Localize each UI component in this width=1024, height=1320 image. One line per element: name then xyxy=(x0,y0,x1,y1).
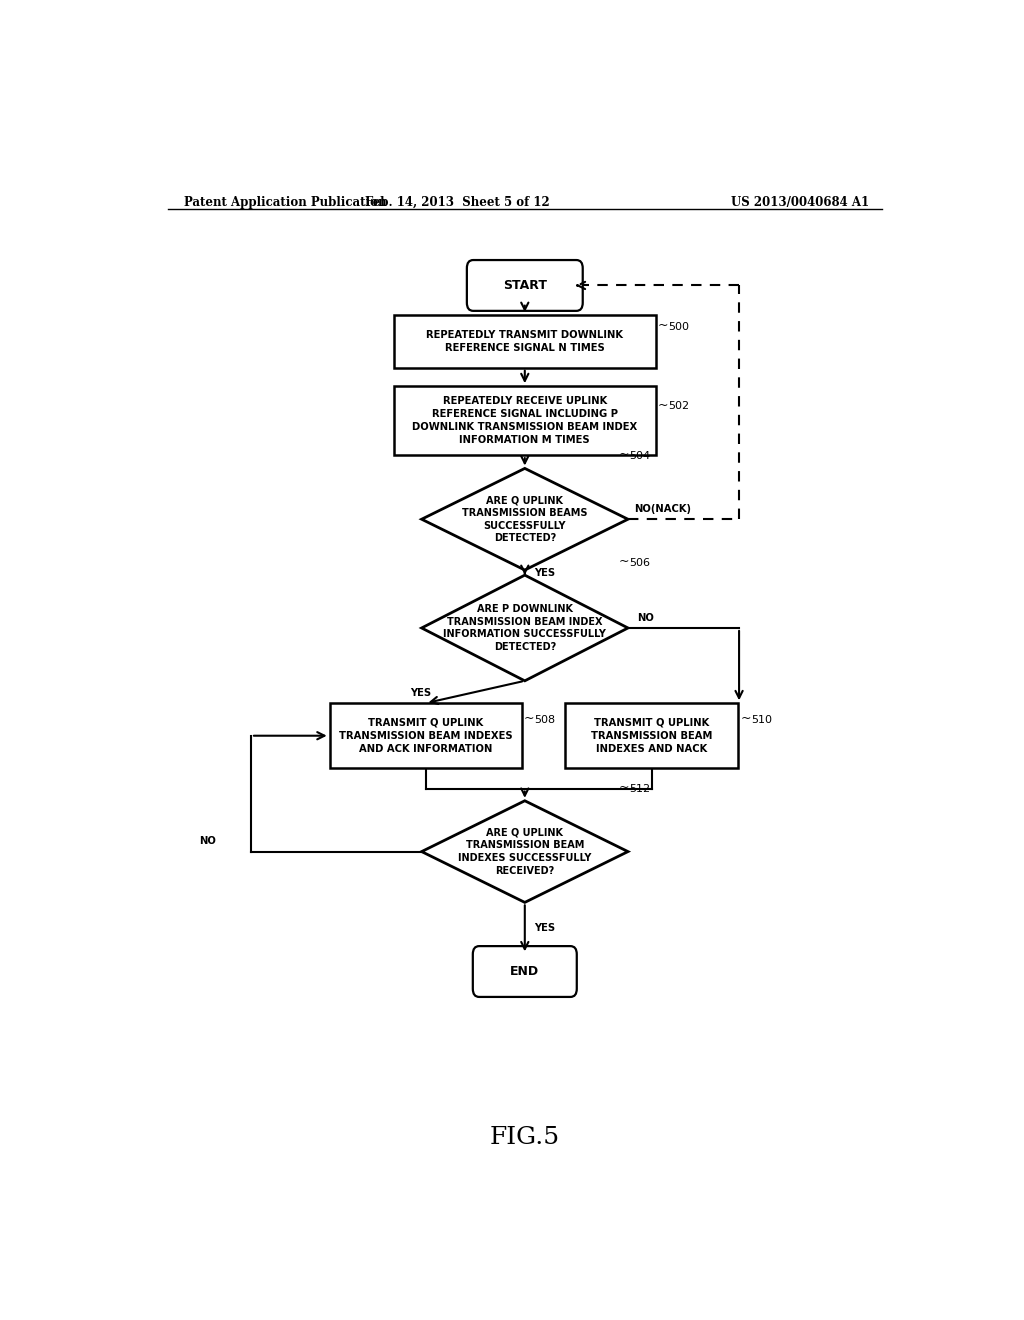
Text: ARE Q UPLINK
TRANSMISSION BEAM
INDEXES SUCCESSFULLY
RECEIVED?: ARE Q UPLINK TRANSMISSION BEAM INDEXES S… xyxy=(458,828,592,875)
Text: 504: 504 xyxy=(629,451,650,461)
Bar xyxy=(394,315,655,368)
Text: ARE P DOWNLINK
TRANSMISSION BEAM INDEX
INFORMATION SUCCESSFULLY
DETECTED?: ARE P DOWNLINK TRANSMISSION BEAM INDEX I… xyxy=(443,603,606,652)
Text: 500: 500 xyxy=(669,322,689,333)
Text: 510: 510 xyxy=(751,714,772,725)
Text: YES: YES xyxy=(535,923,555,933)
Text: ARE Q UPLINK
TRANSMISSION BEAMS
SUCCESSFULLY
DETECTED?: ARE Q UPLINK TRANSMISSION BEAMS SUCCESSF… xyxy=(462,495,588,544)
Text: ~: ~ xyxy=(658,399,669,412)
Text: START: START xyxy=(503,279,547,292)
Text: ~: ~ xyxy=(740,711,752,725)
FancyBboxPatch shape xyxy=(473,946,577,997)
Text: ~: ~ xyxy=(618,780,629,793)
Text: TRANSMIT Q UPLINK
TRANSMISSION BEAM INDEXES
AND ACK INFORMATION: TRANSMIT Q UPLINK TRANSMISSION BEAM INDE… xyxy=(339,718,512,754)
Bar xyxy=(394,385,655,455)
Text: ~: ~ xyxy=(658,319,669,333)
Text: TRANSMIT Q UPLINK
TRANSMISSION BEAM
INDEXES AND NACK: TRANSMIT Q UPLINK TRANSMISSION BEAM INDE… xyxy=(591,718,713,754)
FancyBboxPatch shape xyxy=(467,260,583,312)
Text: REPEATEDLY RECEIVE UPLINK
REFERENCE SIGNAL INCLUDING P
DOWNLINK TRANSMISSION BEA: REPEATEDLY RECEIVE UPLINK REFERENCE SIGN… xyxy=(413,396,637,445)
Text: Patent Application Publication: Patent Application Publication xyxy=(183,195,386,209)
Text: NO: NO xyxy=(200,837,216,846)
Text: ~: ~ xyxy=(618,554,629,568)
Text: FIG.5: FIG.5 xyxy=(489,1126,560,1150)
Text: ~: ~ xyxy=(618,449,629,461)
Polygon shape xyxy=(422,801,628,903)
Text: US 2013/0040684 A1: US 2013/0040684 A1 xyxy=(731,195,869,209)
Text: NO(NACK): NO(NACK) xyxy=(634,504,691,513)
Text: END: END xyxy=(510,965,540,978)
Bar xyxy=(565,704,738,768)
Text: ~: ~ xyxy=(524,711,535,725)
Text: 502: 502 xyxy=(669,401,689,412)
Text: 512: 512 xyxy=(629,784,650,793)
Text: YES: YES xyxy=(535,568,555,578)
Polygon shape xyxy=(422,576,628,681)
Polygon shape xyxy=(422,469,628,570)
Text: NO: NO xyxy=(638,612,654,623)
Text: REPEATEDLY TRANSMIT DOWNLINK
REFERENCE SIGNAL N TIMES: REPEATEDLY TRANSMIT DOWNLINK REFERENCE S… xyxy=(426,330,624,352)
Text: 508: 508 xyxy=(535,714,555,725)
Text: YES: YES xyxy=(410,688,431,698)
Bar xyxy=(330,704,521,768)
Text: 506: 506 xyxy=(629,558,650,568)
Text: Feb. 14, 2013  Sheet 5 of 12: Feb. 14, 2013 Sheet 5 of 12 xyxy=(365,195,550,209)
